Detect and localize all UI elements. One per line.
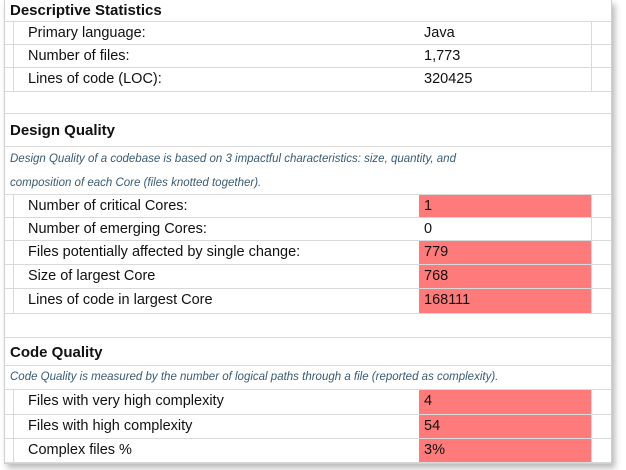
high-complexity-label: Files with high complexity [28,418,193,434]
design-quality-description-line-2: composition of each Core (files knotted … [10,177,262,189]
high-complexity-value[interactable]: 54 [419,415,591,438]
grid-line [591,289,592,313]
number-of-files-value[interactable]: 1,773 [424,48,461,64]
complex-files-percent-label: Complex files % [28,442,132,458]
table-row: Files potentially affected by single cha… [5,241,611,265]
grid-line [13,289,14,313]
descriptive-statistics-title: Descriptive Statistics [5,0,611,22]
primary-language-label: Primary language: [28,25,146,41]
lines-of-code-value[interactable]: 320425 [424,71,473,87]
files-affected-label: Files potentially affected by single cha… [28,244,301,260]
code-quality-description-text: Code Quality is measured by the number o… [10,371,499,383]
design-quality-description-line-1: Design Quality of a codebase is based on… [10,153,456,165]
grid-line [591,218,592,240]
blank-row [5,314,611,338]
grid-line [591,265,592,288]
grid-line [13,241,14,264]
critical-cores-value[interactable]: 1 [419,195,591,217]
design-quality-title-text: Design Quality [10,122,116,139]
largest-core-size-label: Size of largest Core [28,268,156,284]
largest-core-loc-value[interactable]: 168111 [419,289,591,313]
code-quality-description: Code Quality is measured by the number o… [5,366,611,390]
emerging-cores-value[interactable]: 0 [424,221,433,237]
primary-language-value[interactable]: Java [424,25,455,41]
grid-line [591,415,592,438]
emerging-cores-label: Number of emerging Cores: [28,221,207,237]
table-row: Size of largest Core 768 [5,265,611,289]
lines-of-code-label: Lines of code (LOC): [28,71,162,87]
code-quality-title-text: Code Quality [10,344,103,361]
grid-line [591,22,592,44]
blank-row [5,92,611,114]
grid-line [591,241,592,264]
descriptive-statistics-title-text: Descriptive Statistics [10,2,162,19]
grid-line [591,390,592,414]
table-row: Primary language: Java [5,22,611,45]
grid-line [591,439,592,462]
grid-line [13,218,14,240]
table-row: Files with high complexity 54 [5,415,611,439]
grid-line [13,45,14,67]
design-quality-title: Design Quality [5,114,611,147]
largest-core-size-value[interactable]: 768 [419,265,591,288]
grid-line [13,265,14,288]
grid-line [13,195,14,217]
table-row: Lines of code (LOC): 320425 [5,68,611,92]
grid-line [591,45,592,67]
table-row: Files with very high complexity 4 [5,390,611,415]
grid-line [591,195,592,217]
files-affected-value[interactable]: 779 [419,241,591,264]
grid-line [13,68,14,91]
complex-files-percent-value[interactable]: 3% [419,439,591,462]
number-of-files-label: Number of files: [28,48,130,64]
code-quality-title: Code Quality [5,338,611,366]
grid-line [13,415,14,438]
grid-line [13,390,14,414]
table-row: Number of critical Cores: 1 [5,195,611,218]
grid-line [13,439,14,462]
critical-cores-label: Number of critical Cores: [28,198,188,214]
table-row: Number of files: 1,773 [5,45,611,68]
grid-line [591,68,592,91]
grid-line [13,22,14,44]
table-row: Lines of code in largest Core 168111 [5,289,611,314]
table-row: Number of emerging Cores: 0 [5,218,611,241]
very-high-complexity-label: Files with very high complexity [28,393,224,409]
table-row: Complex files % 3% [5,439,611,463]
very-high-complexity-value[interactable]: 4 [419,390,591,414]
largest-core-loc-label: Lines of code in largest Core [28,292,213,308]
design-quality-description: Design Quality of a codebase is based on… [5,147,611,195]
statistics-sheet: Descriptive Statistics Primary language:… [4,0,612,464]
